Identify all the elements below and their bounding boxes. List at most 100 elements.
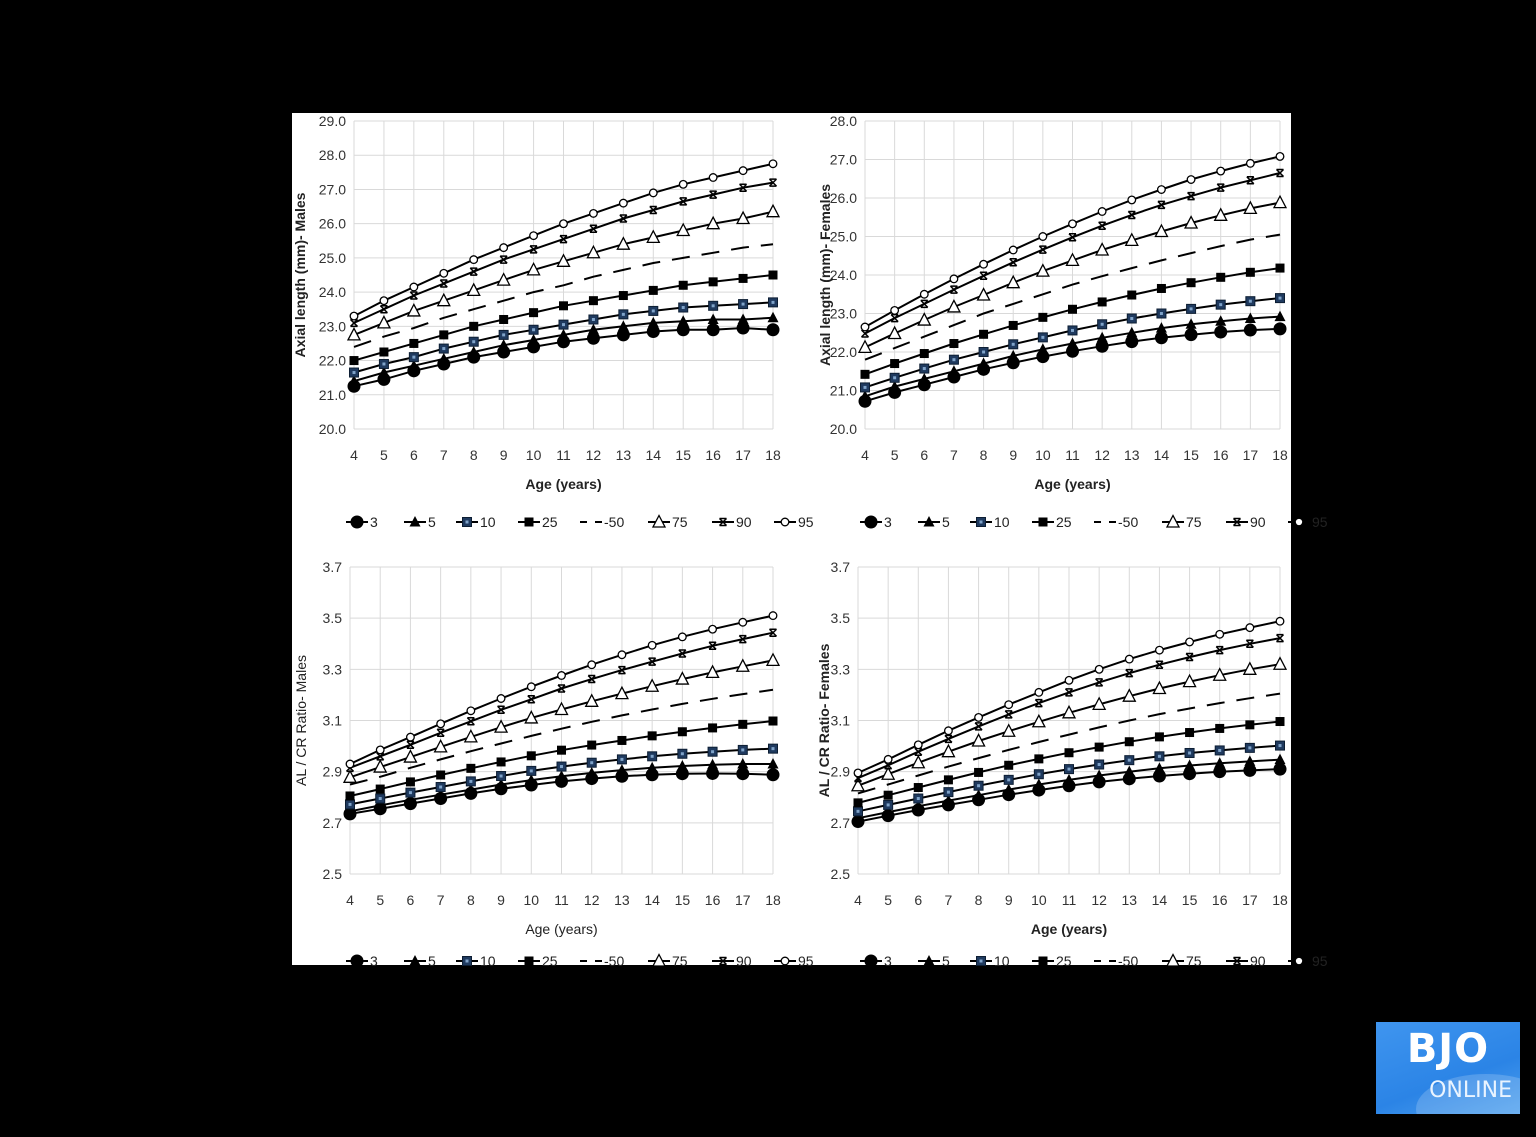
x-tick-label: 14: [644, 892, 660, 908]
marker-diamond-open-icon: [738, 166, 748, 176]
x-tick-label: 5: [891, 447, 899, 463]
marker-triangle-icon: [767, 311, 779, 323]
marker-x-icon: [648, 657, 657, 666]
marker-x-icon: [1245, 639, 1254, 648]
series-p95: [853, 616, 1285, 778]
marker-circle-icon: [1125, 335, 1139, 349]
marker-square-icon: [1154, 732, 1164, 742]
marker-x-icon: [1232, 956, 1242, 966]
series-p10: [349, 297, 778, 378]
marker-square-icon: [1275, 263, 1285, 273]
y-tick-label: 2.7: [323, 815, 343, 831]
marker-x-icon: [718, 517, 728, 527]
marker-circle-icon: [706, 766, 720, 780]
marker-triangle-icon: [1037, 343, 1049, 354]
x-tick-label: 8: [980, 447, 988, 463]
legend-label: 95: [1312, 953, 1328, 969]
marker-triangle-icon: [495, 778, 507, 789]
marker-circle-icon: [1273, 322, 1287, 336]
marker-square-icon: [524, 517, 534, 527]
marker-triangle-icon: [1215, 315, 1227, 326]
marker-triangle-open-icon: [1035, 263, 1050, 277]
marker-square-icon: [375, 784, 385, 794]
marker-triangle-icon: [737, 757, 749, 769]
legend: 3 5 10 25 -50 75 90 95: [860, 953, 1328, 969]
x-axis-ticks: 4 5 6 7 8 9 10 11 12 13 14 15 16 17 18: [861, 447, 1288, 463]
x-tick-label: 11: [556, 447, 571, 463]
marker-diamond-open-icon: [949, 274, 959, 284]
marker-triangle-icon: [616, 764, 628, 775]
marker-circle-icon: [1214, 325, 1228, 339]
x-tick-label: 8: [467, 892, 475, 908]
marker-triangle-icon: [344, 805, 356, 816]
x-tick-label: 6: [410, 447, 418, 463]
marker-square-icon: [499, 314, 509, 324]
marker-diamond-open-icon: [1275, 616, 1285, 626]
legend-item-p10: 10: [456, 953, 496, 969]
series-p25: [860, 263, 1285, 379]
x-tick-label: 13: [614, 892, 630, 908]
y-tick-label: 21.0: [830, 383, 857, 399]
marker-diamond-open-icon: [1245, 623, 1255, 633]
marker-triangle-icon: [852, 812, 864, 823]
x-tick-label: 14: [1152, 892, 1168, 908]
marker-circle-icon: [616, 328, 630, 342]
legend-item-p3: 3: [346, 514, 378, 530]
y-tick-label: 3.3: [831, 661, 851, 677]
marker-diamond-open-icon: [617, 650, 627, 660]
marker-diamond-open-icon: [618, 198, 628, 208]
marker-diamond-open-icon: [469, 255, 479, 265]
marker-triangle-icon: [1244, 755, 1256, 766]
marker-circle-icon: [676, 323, 690, 337]
marker-square-icon: [469, 321, 479, 331]
marker-triangle-open-icon: [976, 287, 991, 301]
x-tick-label: 13: [1121, 892, 1137, 908]
marker-square-icon: [648, 285, 658, 295]
marker-square-icon: [647, 731, 657, 741]
x-tick-label: 8: [975, 892, 983, 908]
legend-item-p95: 95: [1288, 953, 1328, 969]
marker-diamond-open-icon: [436, 719, 446, 729]
marker-triangle-open-icon: [524, 710, 539, 724]
marker-diamond-open-icon: [1064, 675, 1074, 685]
legend-label: 3: [370, 514, 378, 530]
marker-x-icon: [1232, 517, 1242, 527]
marker-circle-icon: [350, 954, 364, 968]
marker-square-icon: [1156, 283, 1166, 293]
marker-square-icon: [439, 330, 449, 340]
legend-label: 95: [798, 953, 814, 969]
x-tick-label: 11: [1065, 447, 1080, 463]
marker-diamond-open-icon: [890, 305, 900, 315]
marker-triangle-open-icon: [1212, 667, 1227, 681]
legend-label: 90: [1250, 514, 1266, 530]
x-tick-label: 10: [1035, 447, 1051, 463]
marker-square-icon: [1245, 267, 1255, 277]
marker-square-icon: [883, 790, 893, 800]
marker-x-icon: [914, 747, 923, 756]
marker-diamond-open-icon: [768, 611, 778, 621]
x-tick-label: 12: [584, 892, 600, 908]
y-axis-title: AL / CR Ratio- Males: [293, 655, 309, 786]
marker-square-icon: [677, 727, 687, 737]
y-tick-label: 20.0: [319, 421, 346, 437]
x-tick-label: 15: [1182, 892, 1198, 908]
y-tick-label: 3.7: [831, 559, 851, 575]
x-tick-label: 18: [1272, 892, 1288, 908]
x-tick-label: 13: [1124, 447, 1140, 463]
series-p50: [349, 688, 774, 786]
logo-subtitle: ONLINE: [1429, 1078, 1512, 1103]
marker-x-icon: [1216, 183, 1225, 192]
marker-diamond-open-icon: [496, 694, 506, 703]
marker-diamond-open-icon: [1294, 517, 1304, 527]
y-tick-label: 25.0: [319, 250, 346, 266]
marker-diamond-open-icon: [1294, 956, 1304, 966]
marker-triangle-icon: [707, 313, 719, 324]
marker-triangle-open-icon: [676, 222, 691, 237]
marker-diamond-open-icon: [559, 219, 568, 229]
marker-x-icon: [1187, 191, 1196, 201]
chart-alcr-ratio-females: 2.5 2.7 2.9 3.1 3.3 3.5 3.7 4 5 6 7 8 9 10 11 12 13 14 15 1…: [802, 553, 1328, 969]
y-tick-label: 2.5: [323, 866, 343, 882]
marker-triangle-icon: [587, 323, 599, 335]
marker-square-icon: [853, 798, 863, 808]
y-tick-label: 26.0: [319, 216, 346, 232]
